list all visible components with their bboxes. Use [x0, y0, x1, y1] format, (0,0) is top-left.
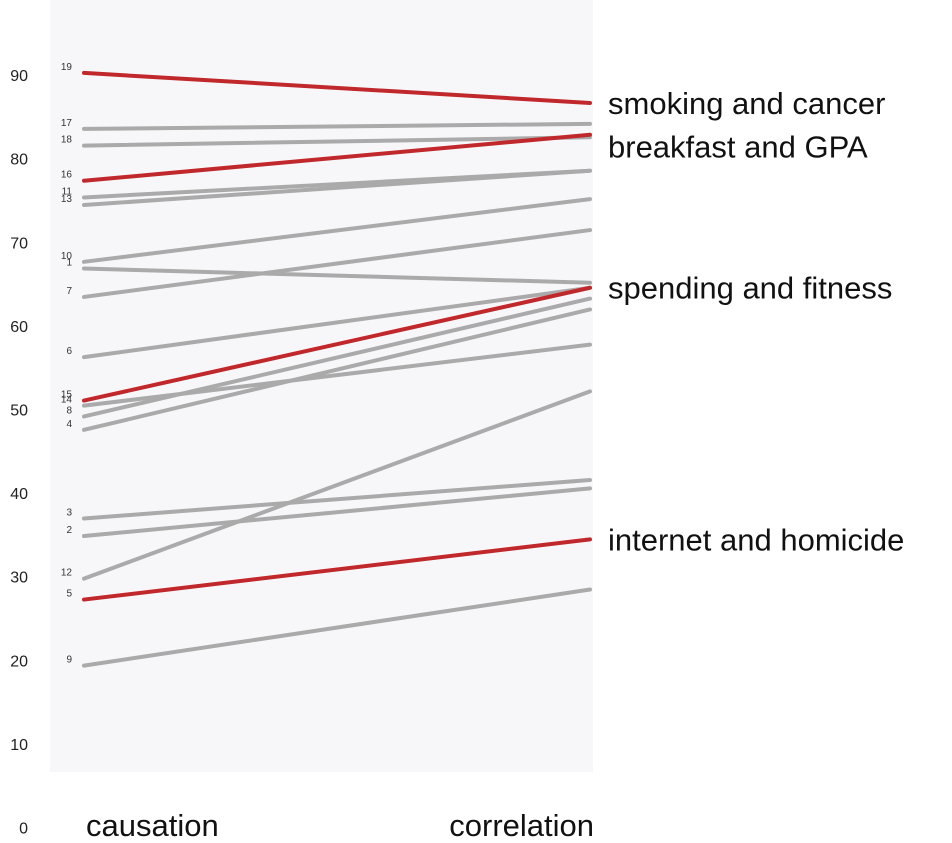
line-id-label: 6	[66, 346, 72, 357]
annotation-label: smoking and cancer	[608, 86, 885, 121]
line-id-label: 1	[66, 258, 72, 269]
line-id-label: 12	[61, 568, 73, 579]
y-axis: 0 10 20 30 40 50 60 70 80 90 100	[1, 0, 28, 838]
slope-line-7	[82, 228, 592, 299]
y-tick-label: 10	[10, 737, 28, 754]
annotation-label: spending and fitness	[608, 271, 892, 306]
line-id-label: 9	[66, 655, 72, 666]
line-id-label: 7	[66, 286, 72, 297]
gray-slope-lines	[82, 121, 592, 668]
slope-line-12	[82, 389, 592, 581]
y-tick-label: 30	[10, 570, 28, 587]
slope-line-16	[82, 132, 592, 183]
line-id-label: 15	[61, 390, 73, 401]
line-id-label: 5	[66, 589, 72, 600]
y-tick-label: 40	[10, 486, 28, 503]
slope-line-13	[82, 168, 592, 207]
line-id-label: 14	[61, 395, 73, 406]
slope-line-15	[82, 285, 592, 403]
line-id-label: 16	[61, 170, 73, 181]
y-tick-label: 0	[19, 821, 28, 838]
slope-line-5	[82, 537, 592, 602]
y-tick-label: 80	[10, 152, 28, 169]
slope-line-10	[82, 197, 592, 264]
line-id-label: 13	[61, 194, 73, 205]
slope-line-1	[82, 266, 592, 285]
slope-line-2	[82, 486, 592, 539]
slope-line-18	[82, 135, 592, 148]
highlight-annotations: smoking and cancer breakfast and GPA spend…	[608, 86, 904, 557]
line-id-label: 4	[66, 419, 72, 430]
slope-line-8	[82, 296, 592, 419]
line-id-label: 2	[66, 525, 72, 536]
slope-line-19	[82, 70, 592, 105]
plot-panel	[50, 0, 593, 772]
line-id-label: 17	[61, 118, 73, 129]
slope-line-3	[82, 478, 592, 521]
line-id-label: 11	[62, 186, 73, 197]
slope-line-9	[82, 587, 592, 668]
slope-line-4	[82, 307, 592, 432]
x-axis-categories: causation correlation	[86, 808, 594, 843]
annotation-label: internet and homicide	[608, 522, 904, 557]
x-category-label: causation	[86, 808, 219, 843]
slope-line-17	[82, 121, 592, 131]
highlighted-slope-lines	[82, 70, 592, 602]
y-tick-label: 20	[10, 653, 28, 670]
line-id-label: 18	[61, 135, 73, 146]
y-tick-label: 50	[10, 403, 28, 420]
y-tick-label: 100	[1, 0, 28, 2]
annotation-label: breakfast and GPA	[608, 129, 868, 164]
x-category-label: correlation	[449, 808, 594, 843]
line-id-label: 19	[61, 62, 73, 73]
y-tick-label: 90	[10, 68, 28, 85]
y-tick-label: 70	[10, 235, 28, 252]
line-id-label: 10	[61, 251, 73, 262]
slope-line-6	[82, 285, 592, 360]
line-id-label: 3	[66, 507, 72, 518]
line-id-label: 8	[66, 405, 72, 416]
y-tick-label: 60	[10, 319, 28, 336]
